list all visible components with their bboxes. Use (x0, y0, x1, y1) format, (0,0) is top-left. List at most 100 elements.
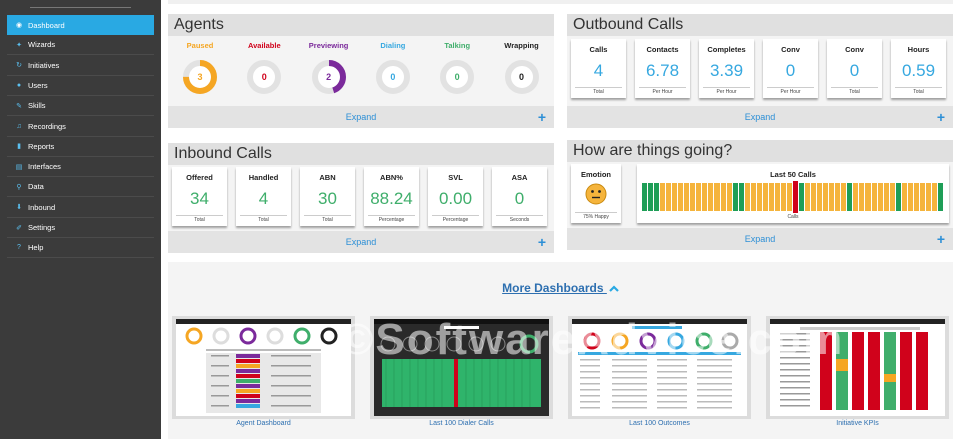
call-bar (829, 183, 835, 211)
call-bar (871, 183, 877, 211)
card-header: ABN% (380, 173, 403, 182)
sidebar-item-users[interactable]: ● Users (7, 76, 154, 96)
expand-label: Expand (345, 112, 377, 122)
expand-label: Expand (744, 234, 776, 244)
call-bar (780, 183, 786, 211)
skills-icon: ✎ (16, 102, 22, 110)
agent-dashboard-label[interactable]: Agent Dashboard (236, 420, 291, 427)
dialer-calls-thumbnail[interactable] (370, 316, 553, 419)
agents-expand-button[interactable]: Expand + (168, 106, 554, 128)
agent-state-label: Wrapping (504, 41, 539, 50)
last-50-header: Last 50 Calls (770, 170, 816, 179)
agent-state-talking: Talking 0 (425, 41, 489, 97)
how-going-expand-button[interactable]: Expand + (567, 228, 953, 250)
card-value: 0 (785, 61, 796, 80)
call-bar (793, 181, 799, 213)
outbound-card-conv: Conv 0 Total (827, 39, 882, 98)
call-bar (726, 183, 732, 211)
inbound-expand-button[interactable]: Expand + (168, 231, 554, 253)
agent-dashboard-thumbnail[interactable] (172, 316, 355, 419)
card-subtext: Percentage (442, 217, 469, 223)
card-header: Offered (186, 173, 213, 182)
card-subtext: Per Hour (780, 89, 801, 95)
sidebar-item-label: Recordings (28, 121, 66, 131)
sidebar-item-inbound[interactable]: ⬇ Inbound (7, 198, 154, 218)
call-bar (666, 183, 672, 211)
call-bar (786, 183, 792, 211)
dialer-calls-label[interactable]: Last 100 Dialer Calls (429, 420, 494, 427)
call-bar (853, 183, 859, 211)
sidebar-item-dashboard[interactable]: ◉ Dashboard (7, 15, 154, 35)
call-bar (877, 183, 883, 211)
card-value: 4 (258, 189, 269, 208)
agent-state-value: 3 (197, 72, 203, 82)
call-bar (913, 183, 919, 211)
inbound-panel: Inbound Calls Offered 34 Total Handled 4 Tota… (168, 143, 554, 253)
agents-panel: Agents Paused 3 Available 0 Previewing 2 Diali… (168, 14, 554, 128)
user-icon: ● (16, 81, 22, 89)
call-bar (756, 183, 762, 211)
emotion-subtext: 75% Happy (583, 214, 609, 220)
card-header: Completes (707, 45, 746, 54)
initiative-kpis-label[interactable]: Initiative KPIs (836, 420, 879, 427)
agent-state-value: 0 (454, 72, 460, 82)
call-bar (847, 183, 853, 211)
plus-icon: + (936, 231, 945, 247)
sidebar-item-settings[interactable]: ✐ Settings (7, 218, 154, 238)
call-bar (732, 183, 738, 211)
sidebar-item-interfaces[interactable]: ▤ Interfaces (7, 157, 154, 178)
call-bar (660, 183, 666, 211)
sidebar-item-recordings[interactable]: ♫ Recordings (7, 117, 154, 137)
outbound-expand-button[interactable]: Expand + (567, 106, 953, 128)
sidebar-item-label: Inbound (28, 202, 56, 212)
dashboard-icon: ◉ (15, 22, 23, 29)
card-value: 0.59 (901, 61, 936, 80)
more-dashboards-link[interactable]: More Dashboards (168, 281, 953, 295)
outcomes-label[interactable]: Last 100 Outcomes (629, 420, 690, 427)
card-subtext: Total (258, 217, 269, 223)
card-value: 30 (318, 189, 337, 208)
call-bar (774, 183, 780, 211)
card-header: SVL (448, 173, 463, 182)
card-header: Hours (907, 45, 930, 54)
card-subtext: Seconds (509, 217, 530, 223)
sidebar-item-data[interactable]: ⚲ Data (7, 177, 154, 198)
initiatives-icon: ↻ (16, 62, 22, 70)
sidebar-item-label: Skills (28, 101, 46, 111)
call-bar (654, 183, 660, 211)
call-bar (708, 183, 714, 211)
inbound-card-offered: Offered 34 Total (172, 167, 227, 226)
sidebar-item-help[interactable]: ? Help (7, 238, 154, 259)
interfaces-icon: ▤ (15, 163, 23, 171)
outcomes-thumbnail[interactable] (568, 316, 751, 419)
card-header: Handled (248, 173, 279, 182)
agent-state-value: 2 (326, 72, 332, 82)
sidebar-item-skills[interactable]: ✎ Skills (7, 96, 154, 117)
call-bar (678, 183, 684, 211)
initiative-kpis-thumbnail[interactable] (766, 316, 949, 419)
agent-state-donut: 3 (180, 57, 220, 97)
plus-icon: + (537, 109, 546, 125)
outbound-card-conv: Conv 0 Per Hour (763, 39, 818, 98)
expand-label: Expand (744, 112, 776, 122)
card-value: 0 (849, 61, 860, 80)
sidebar-item-reports[interactable]: ▮ Reports (7, 137, 154, 157)
card-subtext: Total (593, 89, 604, 95)
music-icon: ♫ (16, 122, 22, 130)
inbound-title: Inbound Calls (168, 143, 554, 165)
call-bar (702, 183, 708, 211)
how-going-title: How are things going? (567, 140, 953, 162)
main-content: Agents Paused 3 Available 0 Previewing 2 Diali… (161, 0, 960, 439)
call-bar (883, 183, 889, 211)
card-subtext: Per Hour (716, 89, 737, 95)
call-bar (744, 183, 750, 211)
top-strip (168, 0, 953, 4)
call-bar (931, 183, 937, 211)
card-header: ABN (319, 173, 336, 182)
sidebar-item-wizards[interactable]: ✦ Wizards (7, 35, 154, 56)
call-bar (642, 183, 648, 211)
sidebar-item-label: Initiatives (28, 60, 60, 70)
agent-state-dialing: Dialing 0 (361, 41, 425, 97)
call-bar (799, 183, 805, 211)
sidebar-item-initiatives[interactable]: ↻ Initiatives (7, 56, 154, 76)
